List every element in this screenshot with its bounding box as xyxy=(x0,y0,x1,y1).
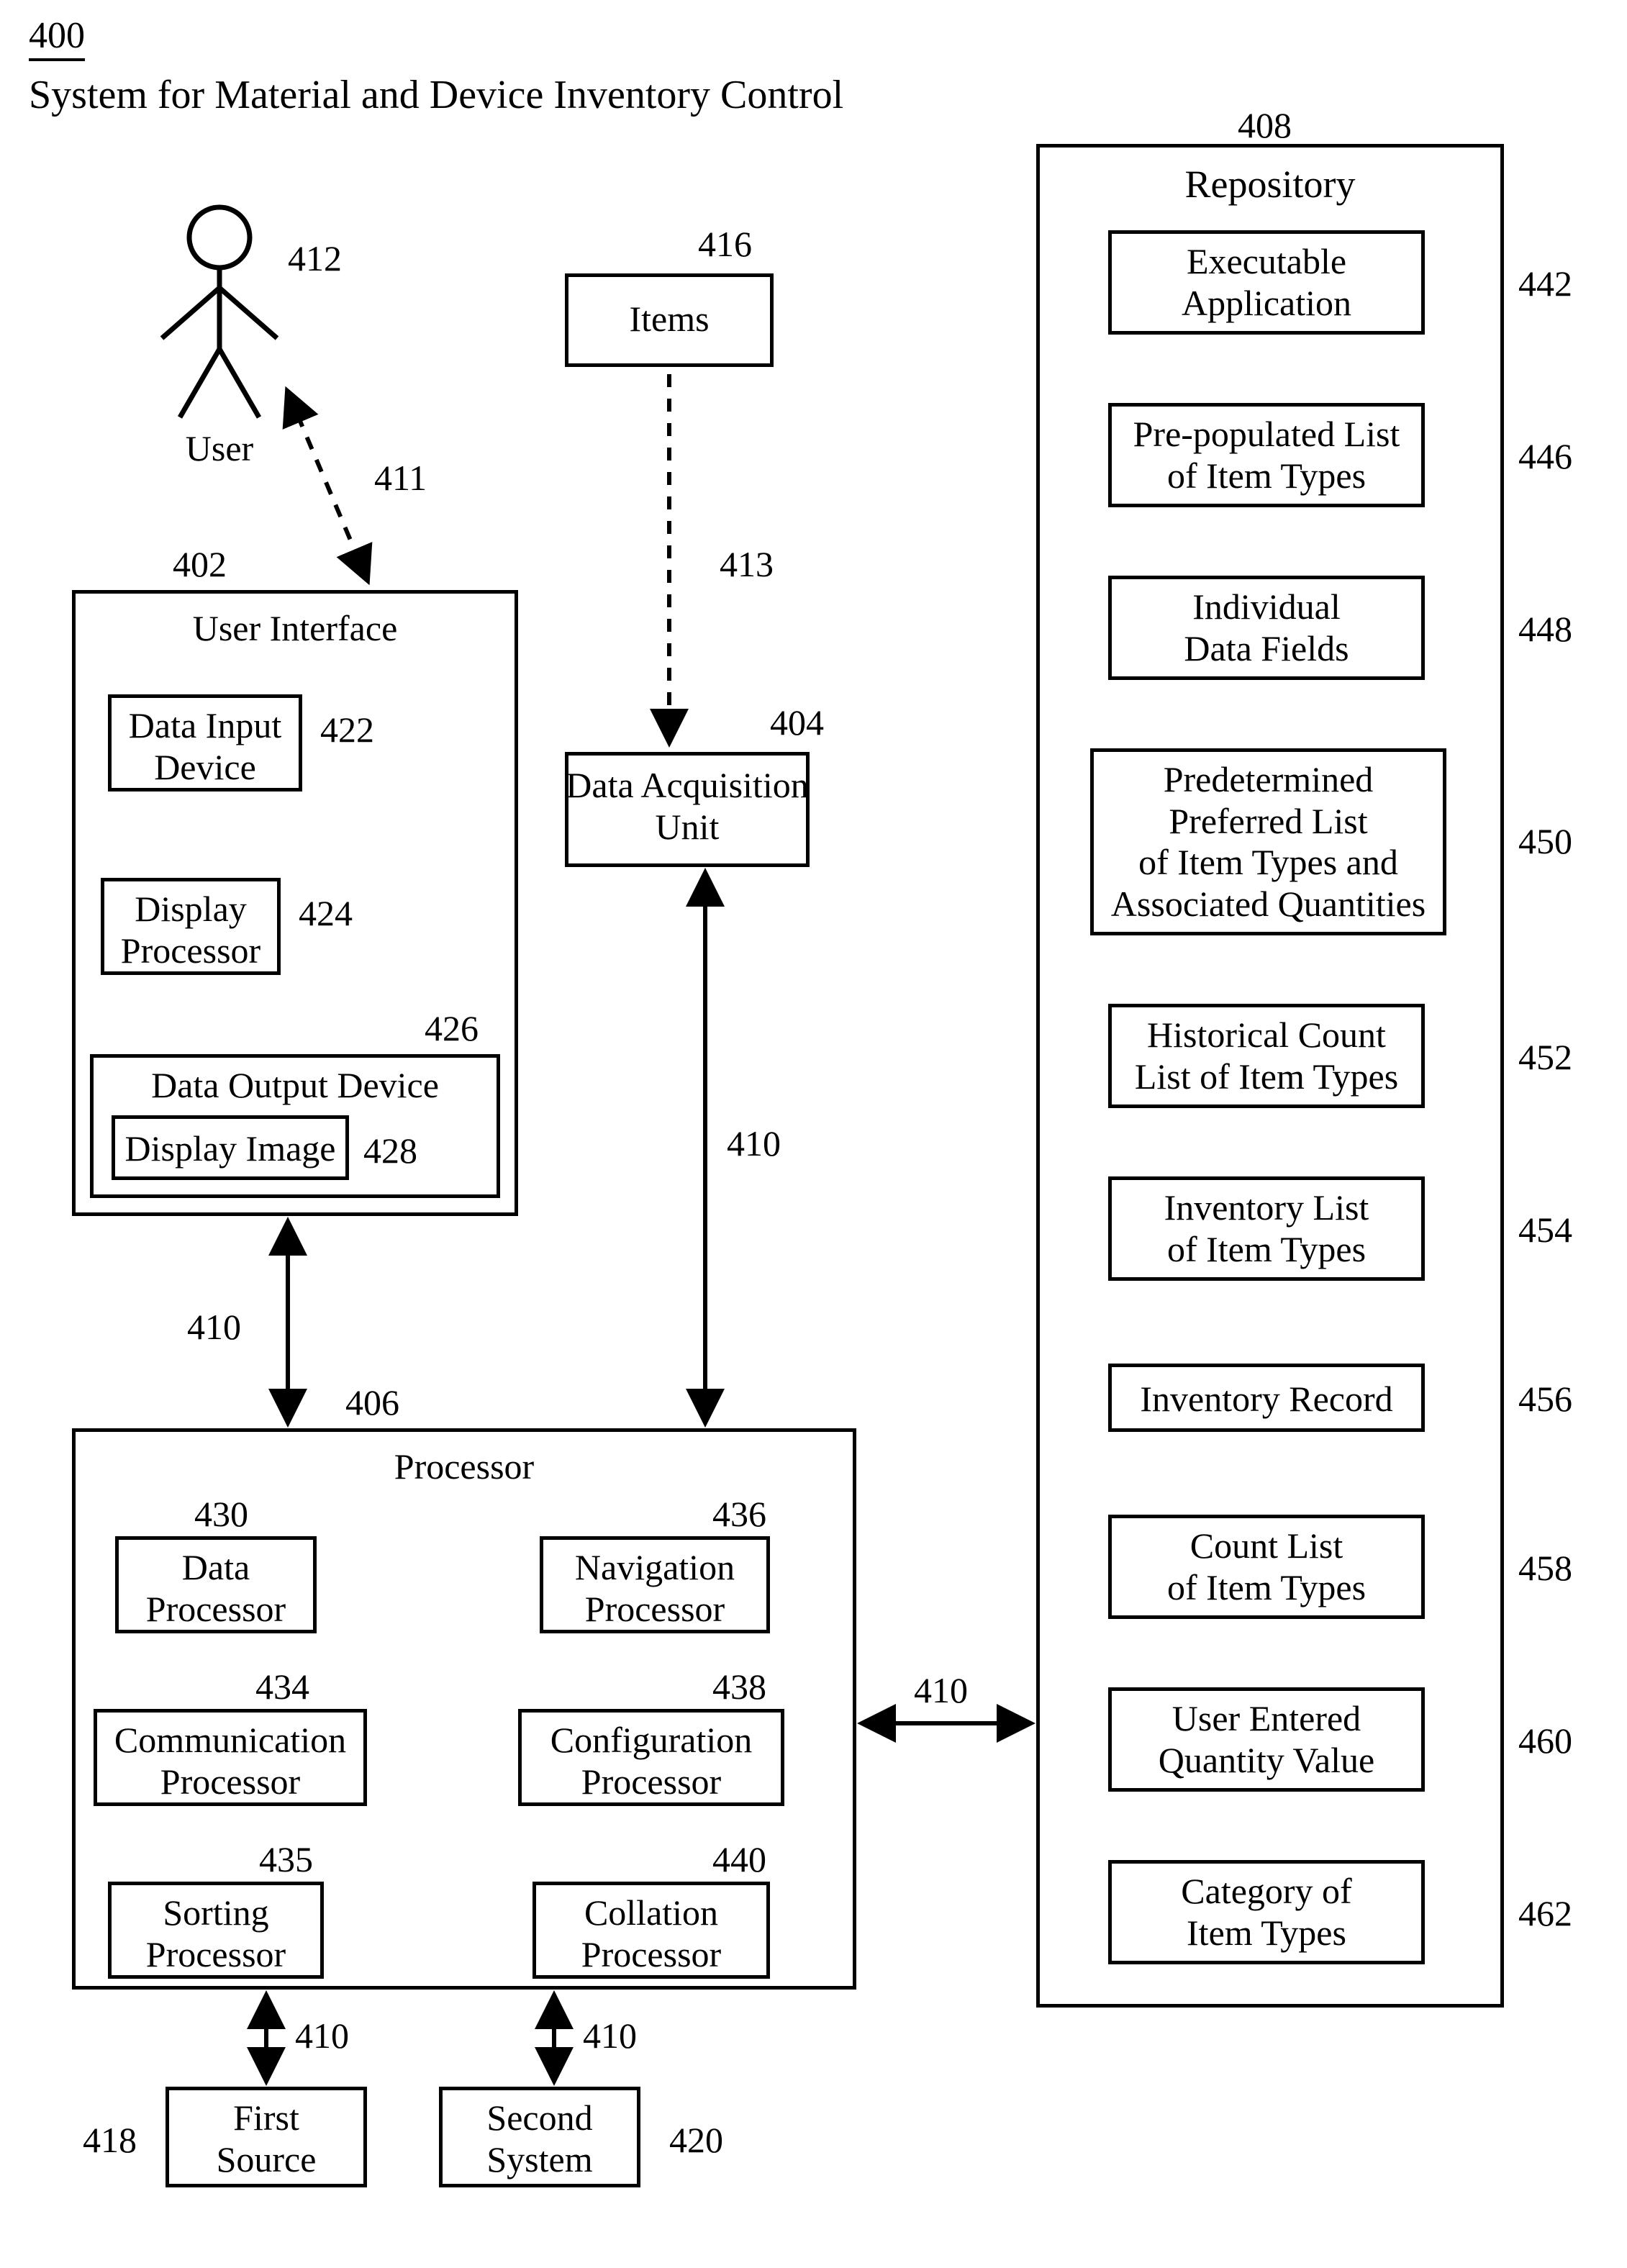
proc-l1-label: Communication Processor xyxy=(94,1720,367,1802)
figure-title: System for Material and Device Inventory… xyxy=(29,72,964,118)
repo-item-4-ref: 452 xyxy=(1518,1036,1572,1078)
processor-title: Processor xyxy=(72,1446,856,1488)
repo-item-8-label: User Entered Quantity Value xyxy=(1108,1698,1425,1781)
repo-item-1-ref: 446 xyxy=(1518,435,1572,477)
second-system-label: Second System xyxy=(439,2097,640,2180)
arrow-413-ref: 413 xyxy=(720,543,774,585)
first-source-ref: 418 xyxy=(83,2119,137,2161)
proc-r2-label: Collation Processor xyxy=(532,1892,770,1975)
items-label: Items xyxy=(565,299,774,340)
repo-item-2-ref: 448 xyxy=(1518,608,1572,650)
processor-ref: 406 xyxy=(345,1382,399,1423)
first-source-label: First Source xyxy=(166,2097,367,2180)
repo-item-6-label: Inventory Record xyxy=(1108,1379,1425,1420)
repo-item-4-label: Historical Count List of Item Types xyxy=(1108,1015,1425,1097)
repo-item-3-label: Predetermined Preferred List of Item Typ… xyxy=(1090,759,1446,925)
arrow-410-c-ref: 410 xyxy=(914,1669,968,1711)
repo-item-9-label: Category of Item Types xyxy=(1108,1871,1425,1954)
proc-r1-label: Configuration Processor xyxy=(518,1720,784,1802)
items-ref: 416 xyxy=(698,223,752,265)
proc-l0-ref: 430 xyxy=(194,1493,248,1535)
arrow-411-ref: 411 xyxy=(374,457,427,499)
repo-item-5-label: Inventory List of Item Types xyxy=(1108,1187,1425,1270)
repo-item-0-ref: 442 xyxy=(1518,263,1572,304)
proc-r2-ref: 440 xyxy=(712,1838,766,1880)
ui-data-input-label: Data Input Device xyxy=(108,705,302,788)
repo-item-3-ref: 450 xyxy=(1518,820,1572,862)
repository-title: Repository xyxy=(1036,162,1504,207)
proc-l2-ref: 435 xyxy=(259,1838,313,1880)
repo-item-7-ref: 458 xyxy=(1518,1547,1572,1589)
ui-display-proc-label: Display Processor xyxy=(101,889,281,971)
ui-display-proc-ref: 424 xyxy=(299,892,353,934)
arrow-410-d-ref: 410 xyxy=(295,2015,349,2056)
repo-item-2-label: Individual Data Fields xyxy=(1108,586,1425,669)
figure-ref: 400 xyxy=(29,14,85,61)
ui-data-output-label: Data Output Device xyxy=(90,1065,500,1107)
repo-item-7-label: Count List of Item Types xyxy=(1108,1525,1425,1608)
proc-r0-label: Navigation Processor xyxy=(540,1547,770,1630)
proc-l2-label: Sorting Processor xyxy=(108,1892,324,1975)
repo-item-1-label: Pre-populated List of Item Types xyxy=(1108,414,1425,496)
repo-item-8-ref: 460 xyxy=(1518,1720,1572,1761)
proc-l0-label: Data Processor xyxy=(115,1547,317,1630)
arrow-410-e-ref: 410 xyxy=(583,2015,637,2056)
arrow-410-b-ref: 410 xyxy=(727,1122,781,1164)
actor-ref: 412 xyxy=(288,237,342,279)
dau-ref: 404 xyxy=(770,702,824,743)
diagram-stage: 400 System for Material and Device Inven… xyxy=(0,0,1627,2268)
repo-item-9-ref: 462 xyxy=(1518,1892,1572,1934)
proc-l1-ref: 434 xyxy=(255,1666,309,1707)
ui-display-image-label: Display Image xyxy=(112,1128,349,1170)
repo-item-5-ref: 454 xyxy=(1518,1209,1572,1251)
proc-r1-ref: 438 xyxy=(712,1666,766,1707)
actor-label: User xyxy=(169,428,270,470)
repo-ref: 408 xyxy=(1238,104,1292,146)
second-system-ref: 420 xyxy=(669,2119,723,2161)
dau-label: Data Acquisition Unit xyxy=(565,765,810,848)
ui-display-image-ref: 428 xyxy=(363,1130,417,1171)
arrow-410-a-ref: 410 xyxy=(187,1306,241,1348)
ui-data-output-ref: 426 xyxy=(425,1007,479,1049)
ui-title: User Interface xyxy=(72,608,518,650)
ui-ref: 402 xyxy=(173,543,227,585)
repo-item-6-ref: 456 xyxy=(1518,1378,1572,1420)
ui-data-input-ref: 422 xyxy=(320,709,374,750)
repo-item-0-label: Executable Application xyxy=(1108,241,1425,324)
proc-r0-ref: 436 xyxy=(712,1493,766,1535)
